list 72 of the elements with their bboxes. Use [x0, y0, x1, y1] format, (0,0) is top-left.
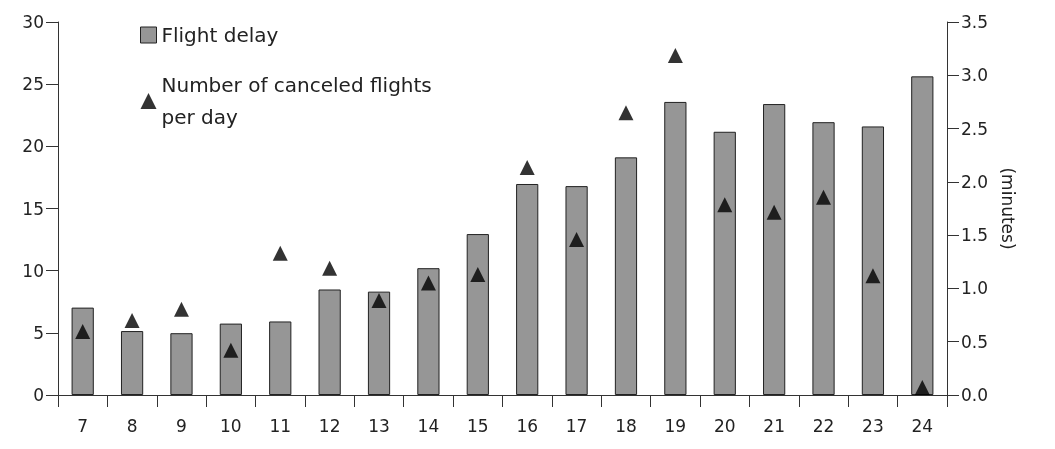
bar: [812, 122, 835, 395]
y-tick-label: 5: [33, 322, 44, 343]
point: [667, 48, 683, 64]
point: [223, 342, 239, 358]
legend-label: Number of canceled flights per day: [161, 73, 439, 129]
y-tick-label: 0: [33, 385, 44, 405]
legend-label: Flight delay: [161, 23, 279, 47]
x-tick-label: 18: [615, 415, 637, 436]
x-tick-label: 22: [812, 415, 835, 436]
bar: [120, 331, 144, 395]
y-tick-label: 25: [22, 74, 44, 95]
bar: [713, 131, 736, 395]
x-tick-label: 24: [911, 415, 934, 436]
x-tick-label: 13: [368, 415, 390, 436]
bar: [763, 104, 786, 395]
y2-tick-label: 1.5: [961, 225, 989, 246]
y2-tick-label: 2.0: [961, 171, 989, 192]
x-tick-label: 16: [516, 415, 539, 436]
point: [519, 159, 535, 175]
y-tick-label: 20: [22, 136, 44, 157]
bar: [565, 186, 588, 395]
bar: [664, 101, 687, 395]
x-tick-label: 11: [269, 415, 292, 436]
x-tick-label: 19: [664, 415, 687, 436]
y-tick-label: 30: [22, 12, 44, 32]
point: [717, 197, 733, 213]
x-tick-label: 7: [77, 415, 89, 436]
y2-tick-label: 3.0: [961, 65, 989, 86]
y-tick-label: 15: [22, 198, 44, 219]
y2-tick-label: 2.5: [961, 118, 989, 139]
point: [272, 245, 288, 261]
point: [569, 232, 585, 248]
bar: [861, 126, 885, 395]
bar: [219, 323, 242, 395]
point: [322, 260, 338, 276]
x-tick-label: 9: [176, 415, 187, 436]
x-tick-label: 8: [126, 415, 138, 436]
x-tick-label: 15: [466, 415, 489, 436]
bar: [170, 333, 193, 395]
x-tick-label: 14: [417, 415, 440, 436]
point: [173, 301, 189, 317]
y2-axis-title: (minutes): [997, 167, 1018, 250]
bar: [911, 76, 934, 395]
point: [75, 324, 91, 340]
y2-tick-label: 3.5: [961, 12, 989, 32]
y-tick-label: 10: [22, 260, 44, 281]
point: [914, 380, 930, 396]
bar: [318, 289, 341, 395]
point: [865, 268, 881, 284]
point: [618, 105, 634, 121]
x-tick-label: 17: [565, 415, 588, 436]
point: [371, 293, 387, 309]
bar: [516, 183, 539, 395]
bar: [466, 234, 489, 395]
point: [470, 266, 486, 282]
bar: [417, 268, 440, 395]
point: [816, 189, 832, 205]
bar: [367, 291, 391, 395]
x-tick-label: 10: [220, 415, 242, 436]
x-tick-label: 21: [763, 415, 785, 436]
point: [766, 204, 782, 220]
x-tick-label: 23: [862, 415, 884, 436]
y2-tick-label: 0.5: [961, 331, 989, 352]
bar: [614, 157, 638, 395]
x-tick-label: 20: [713, 415, 736, 436]
point: [420, 275, 436, 291]
point: [124, 312, 140, 328]
bar: [71, 307, 94, 395]
bar: [269, 321, 292, 395]
x-tick-label: 12: [318, 415, 341, 436]
y2-tick-label: 0.0: [961, 385, 989, 405]
y2-tick-label: 1.0: [961, 278, 989, 299]
